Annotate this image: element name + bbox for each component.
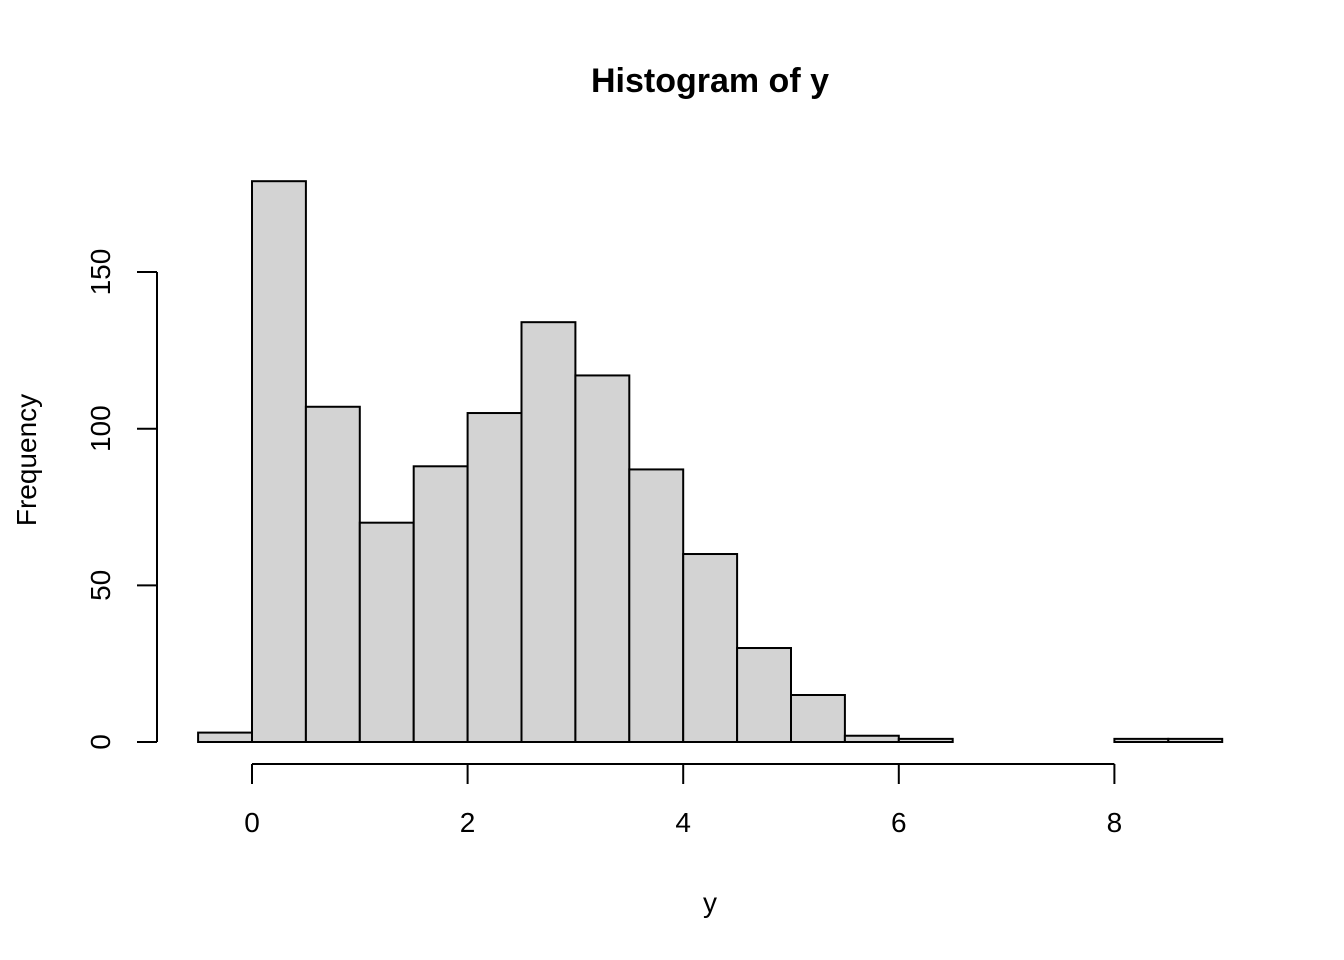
histogram-bar-5 bbox=[466, 412, 523, 743]
histogram-bar-0 bbox=[197, 731, 254, 744]
x-tick-label-8: 8 bbox=[1107, 807, 1123, 838]
histogram-bar-7 bbox=[574, 374, 631, 743]
x-tick-label-4: 4 bbox=[675, 807, 691, 838]
y-tick-label-50: 50 bbox=[85, 570, 116, 601]
histogram-bar-6 bbox=[520, 321, 577, 743]
x-tick-label-2: 2 bbox=[460, 807, 476, 838]
histogram-bar-11 bbox=[790, 694, 846, 744]
histogram-bar-9 bbox=[682, 553, 739, 744]
y-axis-label: Frequency bbox=[11, 394, 42, 526]
histogram-bar-3 bbox=[358, 521, 415, 743]
histogram-bar-4 bbox=[412, 465, 469, 743]
histogram-bar-12 bbox=[843, 734, 900, 744]
x-axis: 0 2 4 6 8 bbox=[244, 763, 1123, 838]
y-tick-label-0: 0 bbox=[85, 734, 116, 750]
y-axis: 0 50 100 150 bbox=[85, 249, 158, 750]
x-tick-label-6: 6 bbox=[891, 807, 907, 838]
y-tick-label-150: 150 bbox=[85, 249, 116, 296]
histogram-bar-10 bbox=[736, 647, 792, 744]
histogram-bar-18 bbox=[1167, 737, 1224, 744]
chart-title: Histogram of y bbox=[591, 62, 829, 100]
histogram-bar-1 bbox=[251, 180, 307, 743]
y-tick-label-100: 100 bbox=[85, 405, 116, 452]
histogram-bar-17 bbox=[1113, 737, 1170, 744]
histogram-bar-2 bbox=[304, 405, 361, 743]
histogram-bars bbox=[197, 180, 1224, 744]
histogram-bar-13 bbox=[897, 737, 954, 744]
x-axis-label: y bbox=[703, 887, 717, 918]
x-tick-label-0: 0 bbox=[244, 807, 260, 838]
histogram-bar-8 bbox=[628, 468, 685, 743]
